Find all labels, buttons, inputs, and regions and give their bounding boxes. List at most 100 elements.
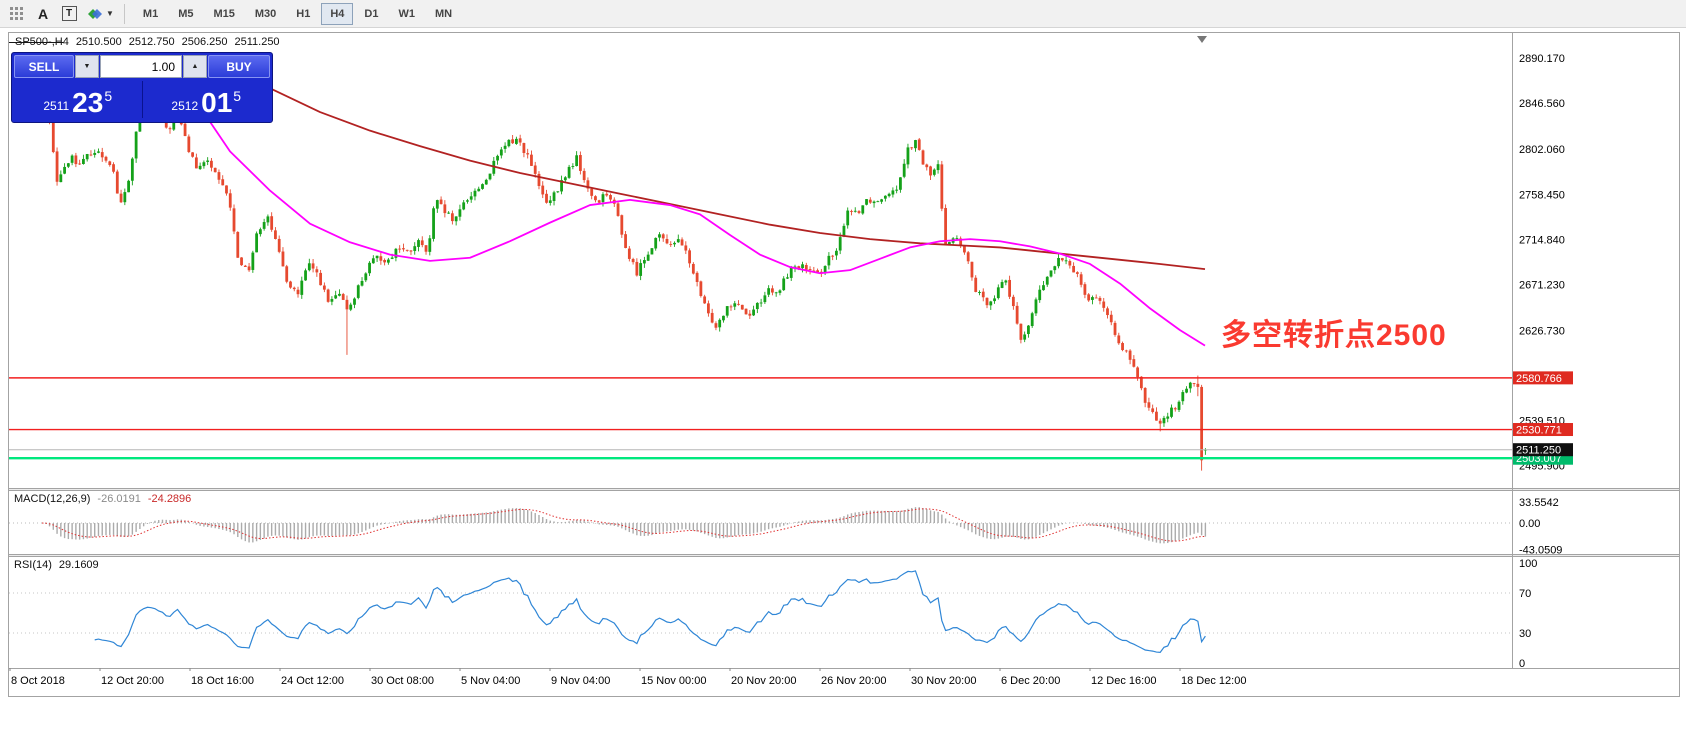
macd-panel: 33.5542 0.00 -43.0509 [9,497,1562,557]
chevron-down-icon: ▼ [106,9,114,18]
ask-big-digits: 01 [201,87,233,118]
ohlc-low: 2506.250 [181,36,228,48]
svg-text:2671.230: 2671.230 [1519,279,1565,291]
svg-text:0: 0 [1519,658,1525,670]
svg-text:2758.450: 2758.450 [1519,189,1565,201]
price-scale-labels: 2890.170 2846.560 2802.060 2758.450 2714.840… [1513,53,1573,473]
svg-text:18 Dec 12:00: 18 Dec 12:00 [1181,675,1246,687]
macd-label: MACD(12,26,9) [14,493,91,505]
sell-button[interactable]: SELL [14,55,74,78]
bid-price[interactable]: 2511 23 5 [14,79,142,120]
svg-text:9 Nov 04:00: 9 Nov 04:00 [551,675,610,687]
ask-pip-digit: 5 [233,88,242,104]
svg-text:2580.766: 2580.766 [1516,373,1562,385]
svg-text:-43.0509: -43.0509 [1519,545,1562,557]
svg-text:15 Nov 00:00: 15 Nov 00:00 [641,675,706,687]
macd-signal-value: -24.2896 [147,493,192,505]
chart-shift-marker[interactable] [1197,36,1207,43]
price-divider [141,81,143,118]
svg-text:24 Oct 12:00: 24 Oct 12:00 [281,675,344,687]
svg-text:18 Oct 16:00: 18 Oct 16:00 [191,675,254,687]
svg-text:2846.560: 2846.560 [1519,98,1565,110]
price-badge: 2511.250 [1513,443,1573,457]
rsi-value: 29.1609 [58,559,99,571]
ohlc-close: 2511.250 [234,36,280,48]
grid-icon-button[interactable] [5,2,29,26]
chart-window: 2890.170 2846.560 2802.060 2758.450 2714.840… [8,32,1680,697]
macd-splitter[interactable] [9,488,1679,492]
svg-text:100: 100 [1519,558,1537,570]
svg-text:2530.771: 2530.771 [1516,425,1562,437]
volume-dropdown-button[interactable]: ▼ [75,55,99,78]
svg-text:12 Oct 20:00: 12 Oct 20:00 [101,675,164,687]
svg-text:8 Oct 2018: 8 Oct 2018 [11,675,65,687]
svg-text:12 Dec 16:00: 12 Dec 16:00 [1091,675,1156,687]
svg-text:0.00: 0.00 [1519,518,1540,530]
caret-down-icon: ▼ [83,63,91,70]
ask-price[interactable]: 2512 01 5 [143,79,271,120]
svg-text:2714.840: 2714.840 [1519,234,1565,246]
text-label-button[interactable]: T [57,2,81,26]
tf-button-M30[interactable]: M30 [246,3,285,25]
price-badge: 2530.771 [1513,423,1573,437]
indicators-button[interactable]: ▼ [83,2,115,26]
tf-button-W1[interactable]: W1 [389,3,424,25]
svg-text:20 Nov 20:00: 20 Nov 20:00 [731,675,796,687]
volume-input[interactable] [100,55,182,78]
time-scale-area[interactable] [9,668,1679,696]
svg-text:30: 30 [1519,628,1531,640]
one-click-trading-widget: SELL ▼ ▲ BUY 2511 23 5 2512 01 5 [11,52,273,123]
caret-up-icon: ▲ [191,63,199,70]
svg-text:2890.170: 2890.170 [1519,53,1565,65]
tf-button-MN[interactable]: MN [426,3,461,25]
rsi-label-row: RSI(14) 29.1609 [14,559,99,571]
volume-increase-button[interactable]: ▲ [183,55,207,78]
timeframe-group: M1 M5 M15 M30 H1 H4 D1 W1 MN [133,2,462,25]
tf-button-H4[interactable]: H4 [321,2,354,25]
svg-text:2511.250: 2511.250 [1516,445,1561,457]
tf-button-M5[interactable]: M5 [169,3,202,25]
text-box-icon: T [61,6,77,21]
bid-prefix: 2511 [43,99,70,113]
ohlc-high: 2512.750 [128,36,175,48]
rsi-splitter[interactable] [9,553,1679,557]
svg-text:30 Oct 08:00: 30 Oct 08:00 [371,675,434,687]
chart-canvas: 2890.170 2846.560 2802.060 2758.450 2714.840… [9,33,1679,687]
annotation-text: 多空转折点2500 [1221,319,1447,352]
trendline-object [9,42,63,43]
svg-text:70: 70 [1519,588,1531,600]
ask-prefix: 2512 [171,99,199,113]
svg-text:6 Dec 20:00: 6 Dec 20:00 [1001,675,1060,687]
svg-text:33.5542: 33.5542 [1519,497,1559,509]
svg-text:5 Nov 04:00: 5 Nov 04:00 [461,675,520,687]
grid-icon [10,6,23,20]
bid-big-digits: 23 [72,87,104,118]
time-axis-labels: 8 Oct 2018 12 Oct 20:00 18 Oct 16:00 24 Oct… [9,668,1246,687]
macd-label-row: MACD(12,26,9) -26.0191 -24.2896 [14,493,191,505]
panel-borders [9,33,1679,669]
trade-widget-controls: SELL ▼ ▲ BUY [14,55,270,78]
tf-button-D1[interactable]: D1 [355,3,387,25]
trade-widget-prices: 2511 23 5 2512 01 5 [14,79,270,120]
buy-button[interactable]: BUY [208,55,270,78]
price-scale-area[interactable] [1512,33,1679,668]
bid-pip-digit: 5 [104,88,113,104]
ohlc-open: 2510.500 [75,36,122,48]
svg-text:26 Nov 20:00: 26 Nov 20:00 [821,675,886,687]
svg-text:2503.007: 2503.007 [1516,453,1562,465]
svg-text:2626.730: 2626.730 [1519,325,1565,337]
tf-button-M15[interactable]: M15 [204,3,243,25]
rsi-label: RSI(14) [14,559,52,571]
macd-main-value: -26.0191 [97,493,141,505]
price-badge: 2580.766 [1513,371,1573,385]
font-tool-button[interactable]: A [31,2,55,26]
main-plot [9,59,1512,471]
font-a-icon: A [37,5,49,22]
toolbar-separator [123,3,125,24]
rsi-panel: 100 70 30 0 [9,558,1537,670]
tf-button-M1[interactable]: M1 [134,3,167,25]
svg-text:2802.060: 2802.060 [1519,144,1565,156]
svg-text:30 Nov 20:00: 30 Nov 20:00 [911,675,976,687]
tf-button-H1[interactable]: H1 [287,3,319,25]
